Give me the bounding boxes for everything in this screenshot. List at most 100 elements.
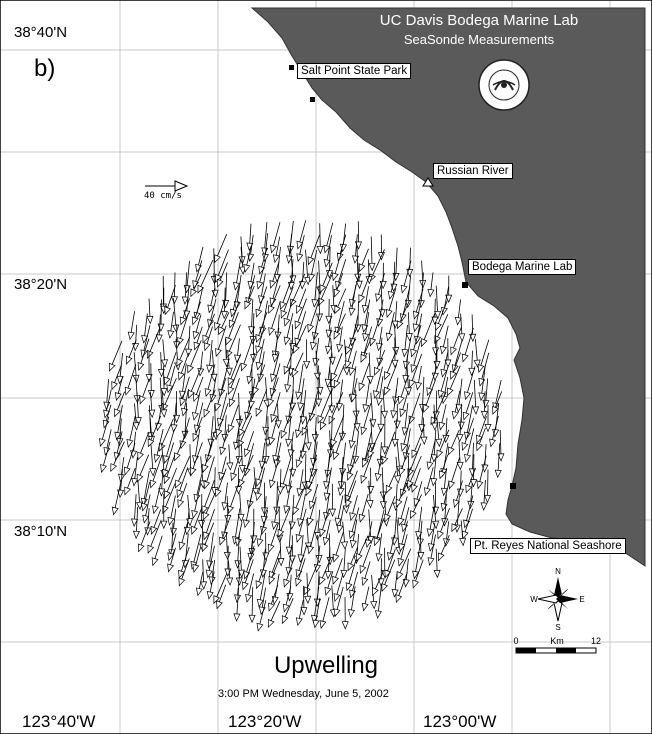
current-vector-head (126, 355, 133, 365)
current-vector-head (114, 392, 122, 401)
current-vector-head (201, 505, 209, 515)
current-vector-head (358, 294, 366, 304)
current-vector-head (163, 455, 171, 464)
russian-river-marker (422, 177, 434, 187)
current-vector-head (358, 382, 366, 392)
current-vector-head (281, 615, 289, 625)
current-vector-head (366, 375, 374, 385)
current-vector-head (295, 617, 303, 627)
current-vector-head (114, 431, 122, 441)
current-vector-head (400, 443, 408, 452)
current-vector-head (270, 244, 277, 254)
current-vector-head (294, 320, 302, 330)
current-vector-head (317, 414, 325, 424)
current-vector-head (412, 323, 420, 333)
current-vector-head (348, 440, 356, 449)
current-vector-head (214, 322, 221, 332)
current-vector-head (192, 563, 200, 573)
current-vector-head (306, 517, 314, 527)
current-vector-head (166, 384, 174, 394)
current-vector-head (319, 528, 326, 538)
current-vector-head (142, 514, 150, 524)
current-vector-head (360, 426, 368, 436)
current-vector-head (255, 308, 263, 318)
current-vector-head (380, 410, 389, 420)
current-vector-head (396, 320, 404, 330)
scale-unit: Km (550, 636, 564, 646)
salt-point-marker (289, 65, 294, 70)
current-vector-head (203, 480, 211, 490)
current-vector-head (137, 451, 144, 461)
current-vector-head (434, 335, 441, 345)
current-vector-head (323, 244, 331, 254)
current-vector-head (271, 521, 279, 530)
current-vector-head (255, 492, 263, 502)
current-vector-head (193, 341, 201, 351)
current-vector-head (476, 442, 483, 452)
current-vector-head (431, 422, 439, 431)
current-vector-head (344, 360, 352, 370)
current-vector-head (170, 296, 179, 305)
current-vector-head (295, 569, 303, 579)
current-vector-head (373, 537, 381, 547)
current-vector-head (324, 586, 332, 596)
current-vector-head (111, 381, 118, 391)
current-vector-head (390, 410, 398, 419)
current-vector-head (445, 294, 453, 303)
current-vector-head (336, 524, 344, 534)
current-vector-head (352, 455, 360, 465)
current-vector-head (270, 373, 277, 383)
caption-title: Upwelling (273, 652, 379, 679)
current-vector-head (340, 569, 348, 579)
current-vector-head (218, 326, 225, 336)
current-vector-head (191, 510, 199, 519)
current-vector-head (132, 422, 140, 431)
compass-w: W (530, 595, 538, 604)
current-vector-head (492, 405, 499, 415)
current-vector-head (283, 578, 291, 588)
current-vector-head (268, 575, 276, 585)
current-vector-head (219, 446, 227, 456)
longitude-label: 123°20'W (228, 712, 302, 731)
current-vector-head (187, 364, 194, 374)
current-vector-head (367, 449, 375, 459)
current-vector-head (374, 472, 382, 482)
current-vector-head (384, 513, 391, 523)
latitude-label: 38°40'N (14, 24, 68, 41)
current-vector-head (193, 393, 200, 403)
current-vector-head (484, 424, 492, 433)
current-vector-head (384, 371, 391, 381)
current-vector-head (282, 603, 290, 613)
current-vector-head (188, 389, 195, 399)
current-vector-head (197, 520, 206, 529)
current-vector-head (185, 348, 193, 357)
current-vector-head (349, 512, 357, 522)
current-vector-head (268, 602, 275, 612)
current-vector-head (397, 557, 405, 567)
current-vector-head (226, 577, 234, 586)
current-vector-head (136, 473, 144, 483)
current-vector-head (277, 528, 285, 538)
current-vector-head (176, 358, 184, 368)
current-vector-head (423, 487, 431, 497)
bodega-seal-logo (478, 59, 530, 111)
place-label-pt-reyes: Pt. Reyes National Seashore (470, 538, 626, 554)
current-vector-head (349, 539, 357, 549)
current-vector-head (207, 438, 215, 448)
current-vector-head (246, 375, 254, 385)
distance-scale-bar: 0 Km 12 (513, 636, 601, 654)
current-vector-head (319, 620, 327, 629)
header-subtitle: SeaSonde Measurements (403, 32, 555, 47)
current-vector-head (240, 362, 248, 372)
current-vector-head (439, 470, 446, 480)
current-vector-head (422, 404, 430, 414)
current-vector-head (141, 335, 149, 344)
current-vector-head (285, 438, 293, 448)
current-vector-head (271, 354, 279, 363)
current-vector-head (297, 518, 305, 527)
current-vector-head (307, 323, 315, 333)
current-vector-head (433, 569, 441, 579)
current-vector-head (401, 427, 409, 436)
current-vector-head (374, 366, 381, 376)
current-vector-head (431, 316, 439, 325)
